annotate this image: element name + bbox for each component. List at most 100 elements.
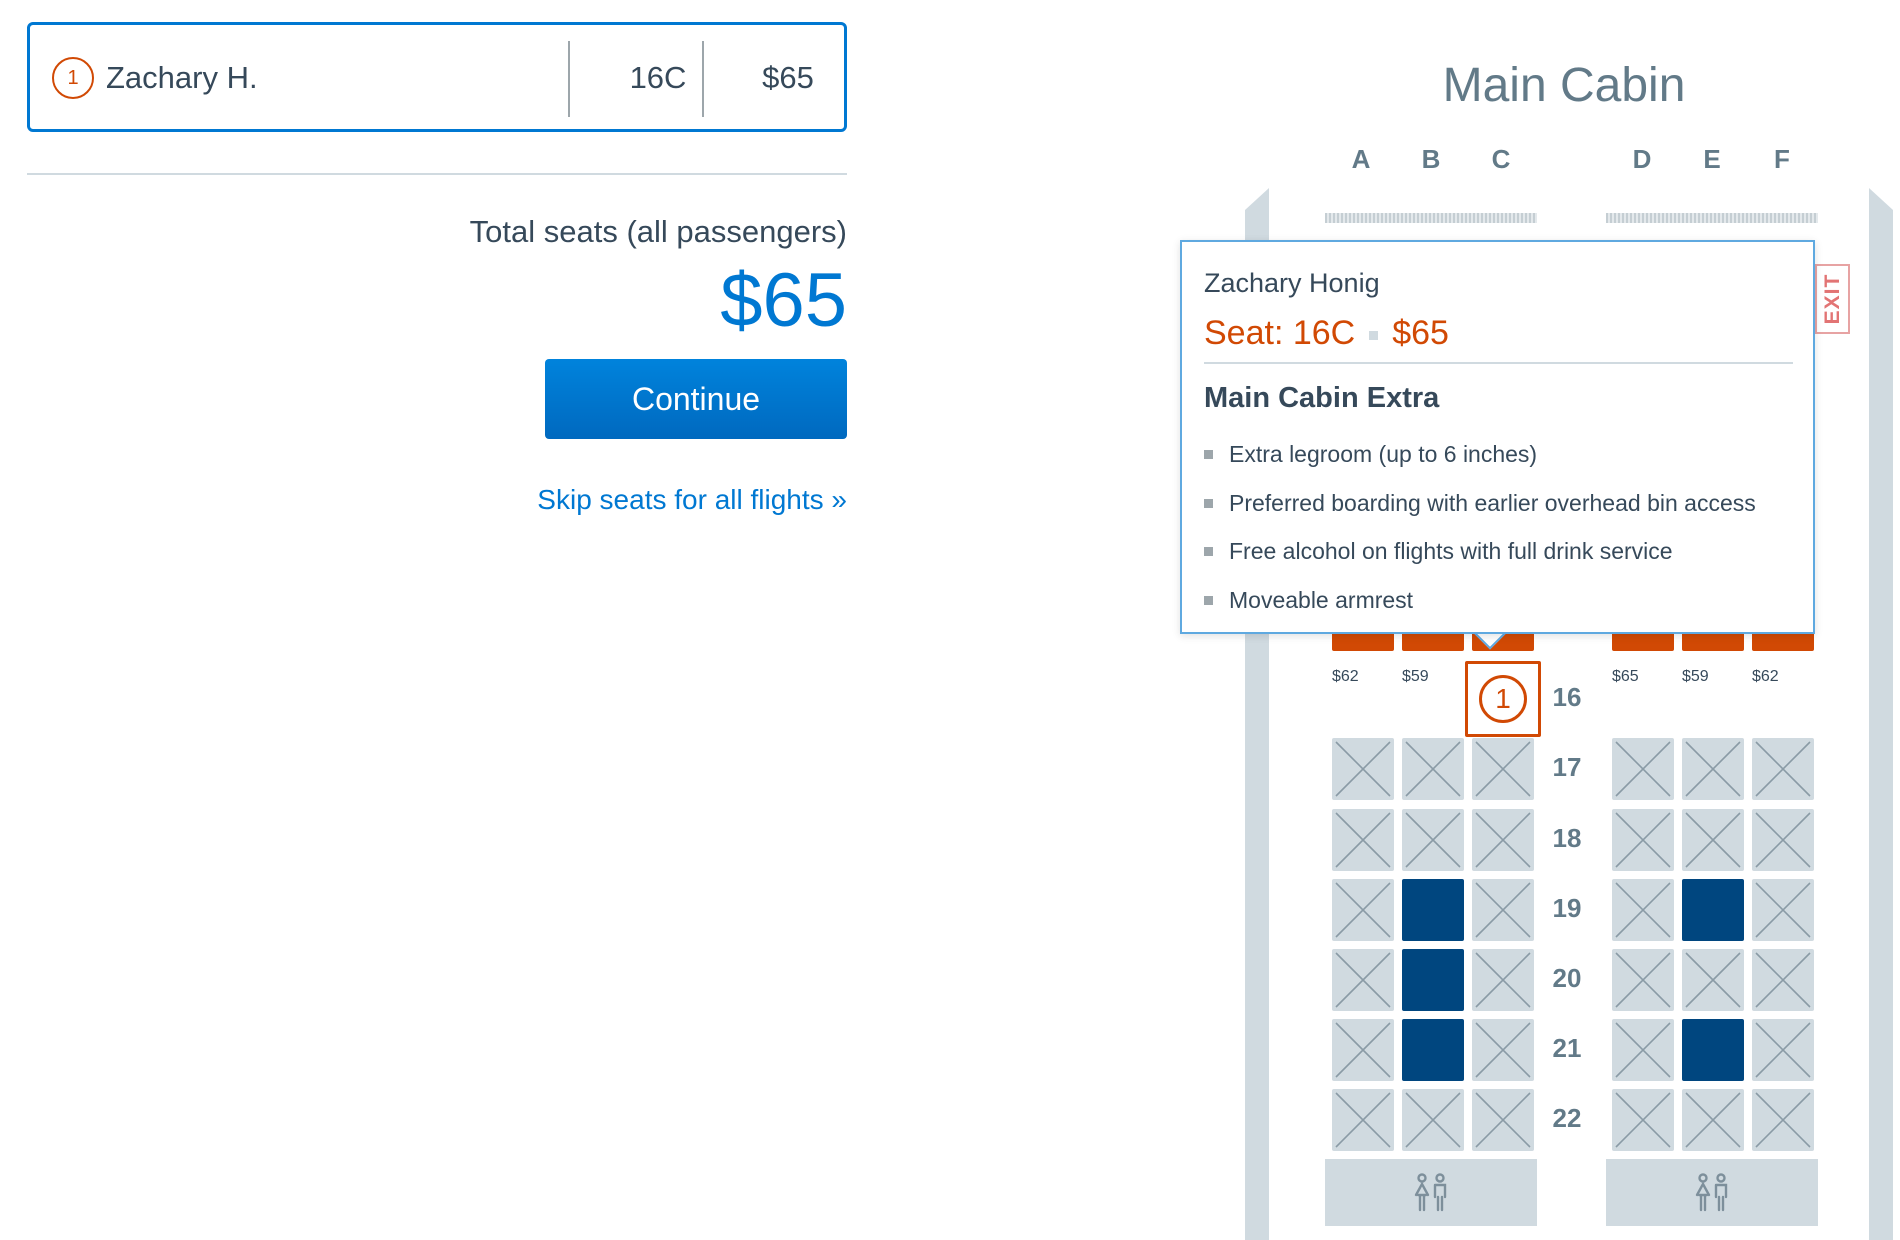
- feature-item: Moveable armrest: [1204, 576, 1756, 625]
- seat-16b[interactable]: $59: [1402, 668, 1429, 685]
- seat-22b: [1402, 1089, 1464, 1151]
- seat-22f: [1752, 1089, 1814, 1151]
- seat-21d: [1612, 1019, 1674, 1081]
- seat-19a: [1332, 879, 1394, 941]
- seat-unavailable-icon: [1335, 882, 1391, 938]
- seat-17a: [1332, 738, 1394, 800]
- seat-17c: [1472, 738, 1534, 800]
- seat-unavailable-icon: [1335, 1022, 1391, 1078]
- seat-partial: [1332, 629, 1394, 651]
- seat-18d: [1612, 809, 1674, 871]
- seat-21c: [1472, 1019, 1534, 1081]
- seat-22c: [1472, 1089, 1534, 1151]
- feature-text: Moveable armrest: [1229, 586, 1414, 613]
- seat-partial: [1402, 629, 1464, 651]
- seat-unavailable-icon: [1475, 812, 1531, 868]
- seat-tooltip: Zachary Honig Seat: 16C $65 Main Cabin Ex…: [1180, 240, 1815, 634]
- passenger-seat-price: $65: [762, 60, 814, 95]
- row-number: 17: [1552, 752, 1582, 782]
- seat-17e: [1682, 738, 1744, 800]
- seat-unavailable-icon: [1615, 1022, 1671, 1078]
- seat-unavailable-icon: [1755, 952, 1811, 1008]
- seat-unavailable-icon: [1335, 741, 1391, 797]
- seat-20d: [1612, 949, 1674, 1011]
- seat-unavailable-icon: [1475, 1092, 1531, 1148]
- seat-18b: [1402, 809, 1464, 871]
- seat-16c[interactable]: 1: [1465, 661, 1541, 737]
- tooltip-seat-label: Seat: 16C: [1204, 314, 1356, 352]
- passenger-card[interactable]: 1 Zachary H. 16C $65: [27, 22, 847, 132]
- skip-seats-link[interactable]: Skip seats for all flights »: [537, 484, 847, 515]
- passenger-name: Zachary H.: [106, 60, 258, 95]
- seat-16d[interactable]: $65: [1612, 668, 1639, 685]
- seat-partial: [1752, 629, 1814, 651]
- seat-unavailable-icon: [1335, 952, 1391, 1008]
- seat-unavailable-icon: [1475, 952, 1531, 1008]
- passenger-seat: 16C: [629, 60, 687, 95]
- seat-unavailable-icon: [1685, 812, 1741, 868]
- seat-partial: [1682, 629, 1744, 651]
- seat-unavailable-icon: [1615, 1092, 1671, 1148]
- feature-text: Free alcohol on flights with full drink …: [1229, 538, 1673, 564]
- column-letter-b: B: [1421, 144, 1441, 174]
- feature-text: Extra legroom (up to 6 inches): [1229, 441, 1538, 467]
- row-number: 18: [1552, 823, 1582, 853]
- seat-unavailable-icon: [1755, 882, 1811, 938]
- seat-19c: [1472, 879, 1534, 941]
- seat-22d: [1612, 1089, 1674, 1151]
- divider: [568, 41, 570, 117]
- seat-unavailable-icon: [1405, 1092, 1461, 1148]
- seat-unavailable-icon: [1335, 1092, 1391, 1148]
- bullet-icon: [1204, 498, 1213, 508]
- row-number: 20: [1552, 963, 1582, 993]
- section-divider: [27, 173, 847, 175]
- feature-item: Extra legroom (up to 6 inches): [1204, 430, 1756, 479]
- feature-text: Preferred boarding with earlier overhead…: [1229, 489, 1756, 516]
- column-letter-d: D: [1632, 144, 1652, 174]
- bulkhead-left: [1325, 213, 1537, 223]
- row-number: 19: [1552, 893, 1582, 923]
- tooltip-seat-price: $65: [1392, 314, 1449, 352]
- seat-21a: [1332, 1019, 1394, 1081]
- seat-unavailable-icon: [1335, 812, 1391, 868]
- feature-item: Free alcohol on flights with full drink …: [1204, 527, 1756, 576]
- seat-unavailable-icon: [1615, 882, 1671, 938]
- seat-unavailable-icon: [1475, 882, 1531, 938]
- tooltip-class-name: Main Cabin Extra: [1204, 382, 1440, 414]
- seat-19e: [1682, 879, 1744, 941]
- seat-18f: [1752, 809, 1814, 871]
- divider: [702, 41, 704, 117]
- seat-18a: [1332, 809, 1394, 871]
- tooltip-passenger-name: Zachary Honig: [1204, 268, 1380, 298]
- seat-unavailable-icon: [1755, 1092, 1811, 1148]
- seat-22e: [1682, 1089, 1744, 1151]
- seat-unavailable-icon: [1405, 741, 1461, 797]
- tooltip-feature-list: Extra legroom (up to 6 inches) Preferred…: [1204, 430, 1756, 624]
- row-number: 16: [1552, 682, 1582, 712]
- seat-16f[interactable]: $62: [1752, 668, 1779, 685]
- total-label: Total seats (all passengers): [469, 214, 847, 249]
- seat-16e[interactable]: $59: [1682, 668, 1709, 685]
- seat-16a[interactable]: $62: [1332, 668, 1359, 685]
- seat-17b: [1402, 738, 1464, 800]
- row-number: 21: [1552, 1033, 1582, 1063]
- seat-partial: [1612, 629, 1674, 651]
- bullet-icon: [1204, 450, 1213, 459]
- tooltip-divider: [1204, 362, 1793, 364]
- seat-18e: [1682, 809, 1744, 871]
- seat-unavailable-icon: [1615, 741, 1671, 797]
- seat-20a: [1332, 949, 1394, 1011]
- restroom-icon: [1414, 1173, 1447, 1212]
- tooltip-seat-line: Seat: 16C $65: [1204, 314, 1449, 353]
- lavatory-right: [1606, 1159, 1818, 1226]
- bullet-icon: [1204, 547, 1213, 556]
- seat-unavailable-icon: [1475, 741, 1531, 797]
- seat-20e: [1682, 949, 1744, 1011]
- bullet-icon: [1204, 595, 1213, 605]
- bulkhead-right: [1606, 213, 1818, 223]
- seat-20f: [1752, 949, 1814, 1011]
- seat-unavailable-icon: [1475, 1022, 1531, 1078]
- seat-unavailable-icon: [1405, 812, 1461, 868]
- continue-button[interactable]: Continue: [545, 359, 847, 439]
- passenger-number-badge: 1: [52, 57, 94, 99]
